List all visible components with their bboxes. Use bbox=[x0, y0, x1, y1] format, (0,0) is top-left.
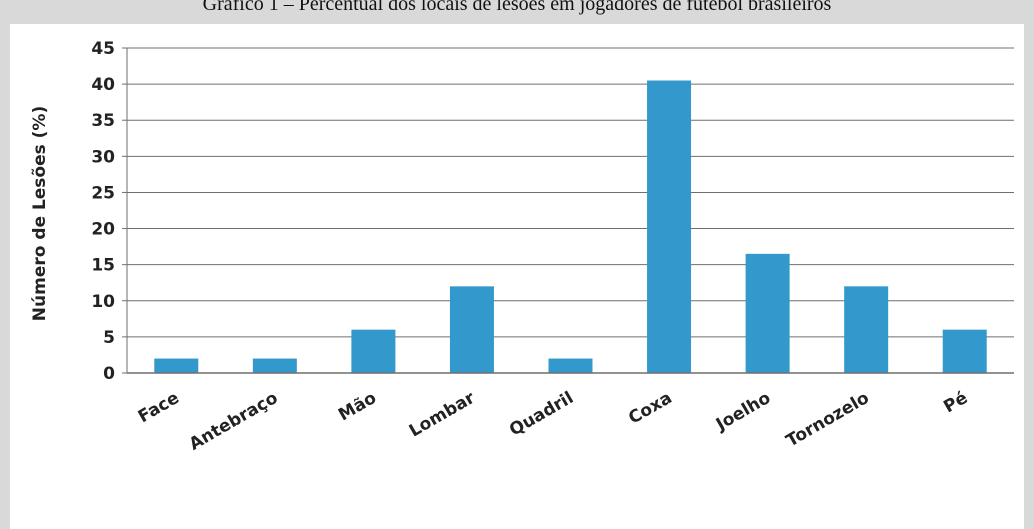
bars bbox=[154, 80, 987, 373]
y-tick-label: 15 bbox=[91, 256, 115, 276]
y-tick-label: 20 bbox=[91, 220, 115, 240]
chart-panel bbox=[10, 24, 1024, 529]
y-tick-label: 30 bbox=[91, 147, 115, 167]
y-tick-label: 35 bbox=[91, 111, 115, 131]
bar-lombar bbox=[449, 286, 494, 373]
x-tick-label: Mão bbox=[335, 388, 380, 425]
bar-mão bbox=[351, 329, 396, 373]
y-tick-label: 40 bbox=[91, 75, 115, 95]
bar-coxa bbox=[647, 80, 692, 373]
labels: 0 5 10 15 20 25 30 35 40 45 Face Antebraço Mão Lombar… bbox=[30, 39, 971, 455]
x-tick-label: Joelho bbox=[712, 388, 774, 435]
bar-antebraço bbox=[252, 358, 297, 373]
y-tick-label: 25 bbox=[91, 183, 115, 203]
axes bbox=[122, 47, 1014, 374]
x-tick-label: Face bbox=[135, 388, 183, 427]
y-tick-label: 0 bbox=[103, 364, 115, 384]
x-tick-label: Quadril bbox=[506, 388, 577, 440]
x-tick-label: Coxa bbox=[625, 388, 675, 429]
bar-tornozelo bbox=[844, 286, 889, 373]
chart-title: Gráfico 1 – Percentual dos locais de les… bbox=[202, 0, 832, 15]
x-tick-label: Lombar bbox=[406, 388, 479, 442]
x-tick-label: Antebraço bbox=[186, 388, 281, 455]
bar-pé bbox=[942, 329, 987, 373]
y-tick-label: 5 bbox=[103, 328, 115, 348]
x-tick-label: Tornozelo bbox=[783, 388, 873, 451]
y-tick-label: 10 bbox=[91, 292, 115, 312]
x-tick-label: Pé bbox=[940, 388, 971, 417]
bar-face bbox=[154, 358, 199, 373]
y-tick-label: 45 bbox=[91, 39, 115, 59]
bar-quadril bbox=[548, 358, 593, 373]
bar-joelho bbox=[745, 253, 790, 373]
y-axis-title: Número de Lesões (%) bbox=[30, 106, 50, 321]
